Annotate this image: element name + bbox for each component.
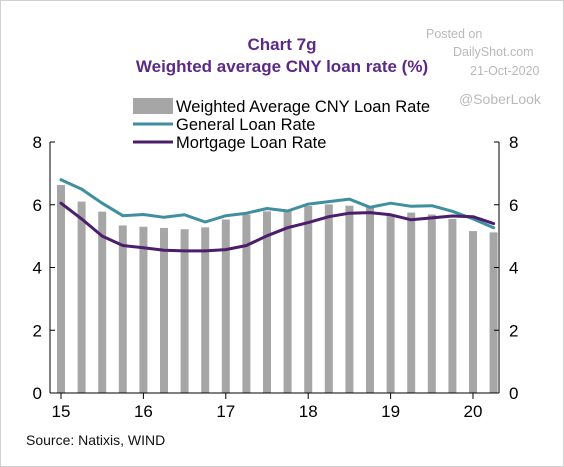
- series-line-mortgage: [59, 201, 496, 253]
- bar-16: [386, 214, 395, 393]
- y-tick-label-right: 4: [509, 259, 518, 278]
- y-tick-label-right: 8: [509, 133, 518, 152]
- bar-20: [469, 231, 477, 393]
- bar-0: [57, 184, 65, 393]
- bar-2: [98, 211, 107, 393]
- y-tick-label-right: 2: [509, 321, 518, 340]
- bar-3: [118, 225, 127, 393]
- chart-subtitle: Weighted average CNY loan rate (%): [135, 57, 429, 76]
- watermark-site: DailyShot.com: [453, 45, 534, 59]
- bar-13: [324, 204, 333, 393]
- y-tick-label-left: 4: [33, 259, 42, 278]
- lines-group: [59, 178, 496, 253]
- bar-14: [345, 205, 354, 393]
- y-tick-label-right: 0: [509, 384, 518, 403]
- x-tick-label: 19: [381, 402, 400, 421]
- bar-8: [221, 219, 230, 393]
- watermark-date: 21-Oct-2020: [470, 64, 540, 78]
- legend-label: Mortgage Loan Rate: [176, 134, 326, 152]
- x-tick-label: 18: [299, 402, 318, 421]
- x-tick-label: 17: [216, 402, 235, 421]
- series-line-general: [59, 178, 496, 230]
- bar-11: [283, 210, 292, 393]
- bars-group: [57, 184, 498, 393]
- bar-19: [448, 218, 457, 393]
- bar-5: [160, 227, 168, 393]
- bar-15: [366, 206, 374, 393]
- axes-group: 0 2 4 6 8 0 2 4 6 8 15 16 17 18 19 20: [33, 133, 519, 421]
- x-tick-label: 15: [52, 402, 71, 421]
- watermark-posted-on: Posted on: [426, 27, 483, 41]
- bar-21: [489, 232, 498, 393]
- watermark-handle: @SoberLook: [459, 91, 541, 107]
- bar-10: [263, 211, 271, 393]
- y-tick-label-left: 6: [33, 196, 42, 215]
- legend-swatch-bars: [133, 98, 173, 114]
- bar-18: [427, 214, 436, 393]
- y-tick-label-right: 6: [509, 196, 518, 215]
- chart-title: Chart 7g: [247, 35, 317, 54]
- y-tick-label-left: 2: [33, 321, 42, 340]
- bar-12: [304, 206, 313, 393]
- x-tick-label: 20: [464, 402, 483, 421]
- bar-6: [180, 229, 189, 393]
- y-tick-label-left: 0: [33, 384, 42, 403]
- legend-label: Weighted Average CNY Loan Rate: [176, 98, 430, 116]
- bar-1: [77, 201, 86, 393]
- legend-label: General Loan Rate: [176, 116, 315, 134]
- bar-9: [242, 214, 251, 393]
- bar-7: [201, 227, 210, 393]
- source-note: Source: Natixis, WIND: [26, 432, 166, 448]
- bar-4: [139, 226, 148, 393]
- y-tick-label-left: 8: [33, 133, 42, 152]
- bar-17: [407, 212, 416, 393]
- x-tick-label: 16: [134, 402, 153, 421]
